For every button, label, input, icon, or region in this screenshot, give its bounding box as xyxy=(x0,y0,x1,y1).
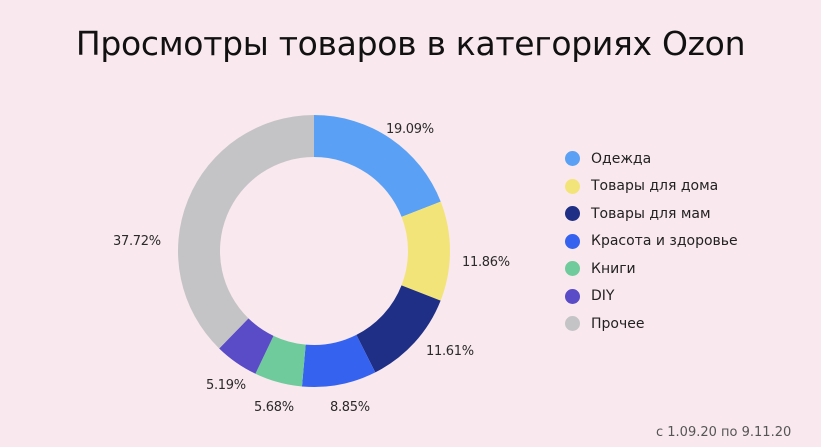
slice-label-tovary-dlya-doma: 11.86% xyxy=(462,255,510,270)
donut-slice-prochee xyxy=(178,115,314,349)
chart-title: Просмотры товаров в категориях Ozon xyxy=(75,24,746,63)
legend-dot-icon xyxy=(565,261,580,277)
legend-label: Книги xyxy=(591,260,636,277)
legend-dot-icon xyxy=(565,233,580,249)
legend-label: Товары для дома xyxy=(591,178,719,195)
legend-label: Красота и здоровье xyxy=(591,233,738,250)
slice-label-odezhda: 19.09% xyxy=(386,122,434,137)
legend-item-odezhda: Одежда xyxy=(565,145,738,173)
donut-slice-tovary-dlya-mam xyxy=(356,285,441,373)
date-range-footnote: с 1.09.20 по 9.11.20 xyxy=(656,425,792,440)
chart-legend: Одежда Товары для дома Товары для мам Кр… xyxy=(565,145,738,338)
legend-dot-icon xyxy=(565,206,580,222)
slice-label-diy: 5.19% xyxy=(206,378,246,393)
slice-label-krasota: 8.85% xyxy=(330,400,370,415)
legend-item-prochee: Прочее xyxy=(565,310,738,338)
donut-slice-knigi xyxy=(255,335,306,387)
legend-label: Товары для мам xyxy=(591,205,711,222)
legend-dot-icon xyxy=(565,288,580,304)
legend-label: Прочее xyxy=(591,315,645,332)
donut-slice-tovary-dlya-doma xyxy=(401,201,451,301)
legend-item-tovary-dlya-doma: Товары для дома xyxy=(565,173,738,201)
legend-item-krasota: Красота и здоровье xyxy=(565,228,738,256)
legend-dot-icon xyxy=(565,316,580,332)
donut-slice-odezhda xyxy=(314,115,441,217)
legend-item-tovary-dlya-mam: Товары для мам xyxy=(565,200,738,228)
donut-slice-diy xyxy=(219,318,274,374)
slice-label-prochee: 37.72% xyxy=(113,234,161,249)
slice-label-knigi: 5.68% xyxy=(254,400,294,415)
legend-item-knigi: Книги xyxy=(565,255,738,283)
legend-dot-icon xyxy=(565,178,580,194)
legend-label: Одежда xyxy=(591,150,652,167)
donut-slice-krasota xyxy=(301,334,376,387)
legend-dot-icon xyxy=(565,151,580,167)
slice-label-tovary-dlya-mam: 11.61% xyxy=(426,344,474,359)
legend-label: DIY xyxy=(591,288,615,305)
legend-item-diy: DIY xyxy=(565,283,738,311)
